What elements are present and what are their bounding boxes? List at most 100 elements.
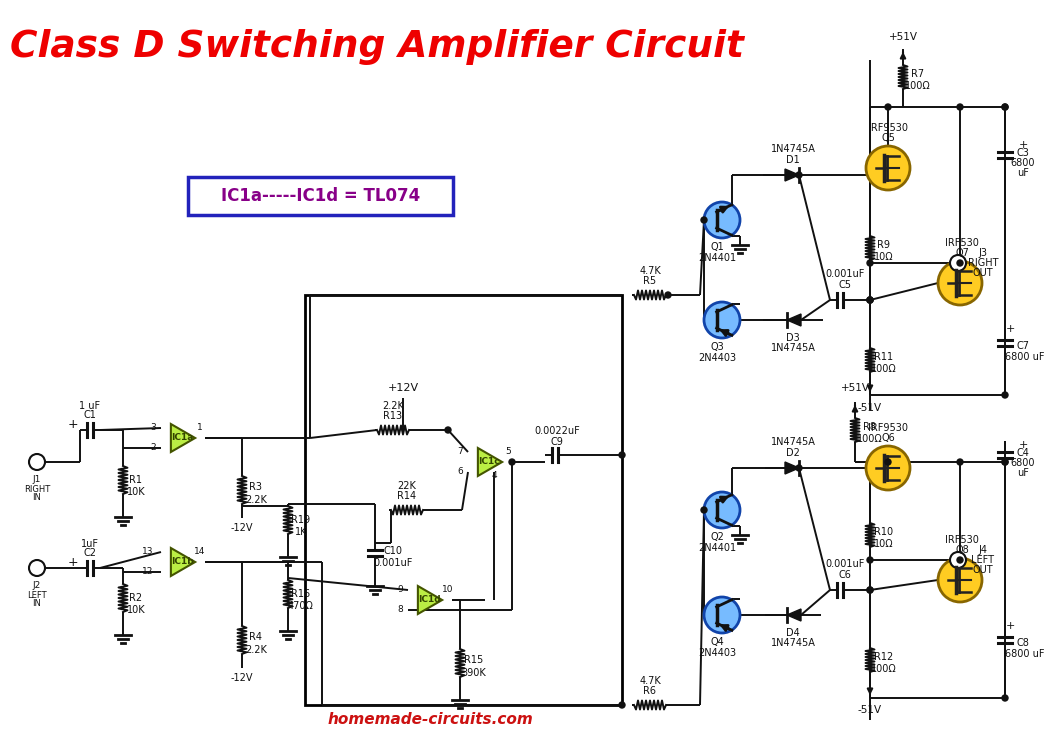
Circle shape [704, 597, 740, 633]
Circle shape [1002, 104, 1008, 110]
Text: 470Ω: 470Ω [288, 601, 314, 611]
Circle shape [950, 552, 966, 568]
Text: 10K: 10K [127, 605, 145, 615]
Text: D3: D3 [786, 333, 800, 343]
Text: +: + [1006, 324, 1014, 334]
Circle shape [796, 465, 802, 471]
Text: 7: 7 [457, 448, 463, 457]
Text: 2.2K: 2.2K [245, 495, 267, 505]
Text: Q3: Q3 [710, 342, 724, 352]
Text: 1N4745A: 1N4745A [770, 638, 816, 648]
Circle shape [950, 255, 966, 271]
Text: R10: R10 [874, 527, 893, 537]
Text: C1: C1 [84, 410, 97, 420]
Text: 9: 9 [397, 586, 403, 595]
Text: LEFT: LEFT [971, 555, 994, 565]
Text: IC1b: IC1b [170, 557, 193, 566]
Circle shape [957, 557, 963, 563]
Text: 1K: 1K [294, 527, 307, 537]
Circle shape [1002, 695, 1008, 701]
Circle shape [704, 202, 740, 238]
Text: IRF530: IRF530 [945, 535, 978, 545]
Text: 4.7K: 4.7K [639, 266, 661, 276]
Text: OUT: OUT [972, 565, 993, 575]
Text: 10Ω: 10Ω [874, 252, 893, 262]
Polygon shape [418, 586, 442, 614]
Text: Class D Switching Amplifier Circuit: Class D Switching Amplifier Circuit [11, 29, 744, 65]
Text: R4: R4 [249, 632, 263, 642]
Text: C7: C7 [1016, 341, 1030, 351]
Text: IRF530: IRF530 [945, 238, 978, 248]
Text: 22K: 22K [397, 481, 416, 491]
Text: -12V: -12V [231, 523, 253, 533]
Text: Q6: Q6 [881, 433, 894, 443]
Circle shape [1002, 104, 1008, 110]
Circle shape [704, 492, 740, 528]
Circle shape [509, 459, 515, 465]
Text: 2N4401: 2N4401 [698, 543, 736, 553]
Text: RIGHT: RIGHT [24, 484, 50, 493]
Text: J3: J3 [978, 248, 988, 258]
Text: R7: R7 [911, 69, 925, 79]
FancyBboxPatch shape [188, 177, 453, 215]
Text: homemade-circuits.com: homemade-circuits.com [327, 712, 533, 728]
Text: 10: 10 [442, 586, 454, 595]
Text: J4: J4 [978, 545, 988, 555]
Text: 1uF: 1uF [81, 539, 99, 549]
Text: 0.001uF: 0.001uF [373, 558, 413, 568]
Text: R8: R8 [864, 422, 877, 432]
Circle shape [957, 260, 963, 266]
Polygon shape [785, 169, 799, 181]
Text: R11: R11 [874, 352, 893, 362]
Circle shape [867, 587, 873, 593]
Circle shape [867, 587, 873, 593]
Text: Q5: Q5 [881, 133, 895, 143]
Text: J1: J1 [33, 475, 41, 484]
Text: R9: R9 [878, 240, 890, 250]
Polygon shape [171, 548, 195, 576]
Circle shape [867, 557, 873, 563]
Text: IC1d: IC1d [417, 595, 440, 604]
Text: -12V: -12V [231, 673, 253, 683]
Polygon shape [785, 462, 799, 474]
Text: -51V: -51V [858, 705, 882, 715]
Text: Q4: Q4 [710, 637, 724, 647]
Circle shape [867, 297, 873, 303]
Text: Q7: Q7 [955, 248, 969, 258]
Text: 6800 uF: 6800 uF [1005, 352, 1045, 362]
Text: IC1c: IC1c [478, 457, 500, 466]
Text: C6: C6 [839, 570, 851, 580]
Circle shape [796, 172, 802, 178]
Text: IN: IN [33, 493, 41, 502]
Text: C8: C8 [1016, 638, 1029, 648]
Circle shape [445, 427, 451, 433]
Text: R15: R15 [465, 655, 483, 665]
Text: 1: 1 [198, 422, 203, 431]
Text: R16: R16 [291, 589, 310, 599]
Text: 1N4745A: 1N4745A [770, 437, 816, 447]
Polygon shape [478, 448, 502, 476]
Text: 2.2K: 2.2K [245, 645, 267, 655]
Text: R19: R19 [291, 515, 310, 525]
Text: IRF9530: IRF9530 [868, 423, 908, 433]
Text: IN: IN [33, 600, 41, 609]
Text: 10K: 10K [127, 487, 145, 497]
Text: C3: C3 [1016, 148, 1029, 158]
Text: -51V: -51V [858, 403, 882, 413]
Text: 6800 uF: 6800 uF [1005, 649, 1045, 659]
Polygon shape [787, 314, 801, 326]
Text: 2.2K: 2.2K [383, 401, 404, 411]
Circle shape [29, 454, 45, 470]
Text: IRF9530: IRF9530 [868, 123, 908, 133]
Circle shape [867, 260, 873, 266]
Text: 8: 8 [397, 606, 403, 615]
Circle shape [704, 302, 740, 338]
Circle shape [701, 217, 707, 223]
Text: 6800: 6800 [1011, 458, 1035, 468]
Circle shape [867, 297, 873, 303]
Text: R1: R1 [129, 475, 143, 485]
Circle shape [619, 702, 625, 708]
Text: 100Ω: 100Ω [905, 81, 931, 91]
Text: D2: D2 [786, 448, 800, 458]
Circle shape [957, 104, 963, 110]
